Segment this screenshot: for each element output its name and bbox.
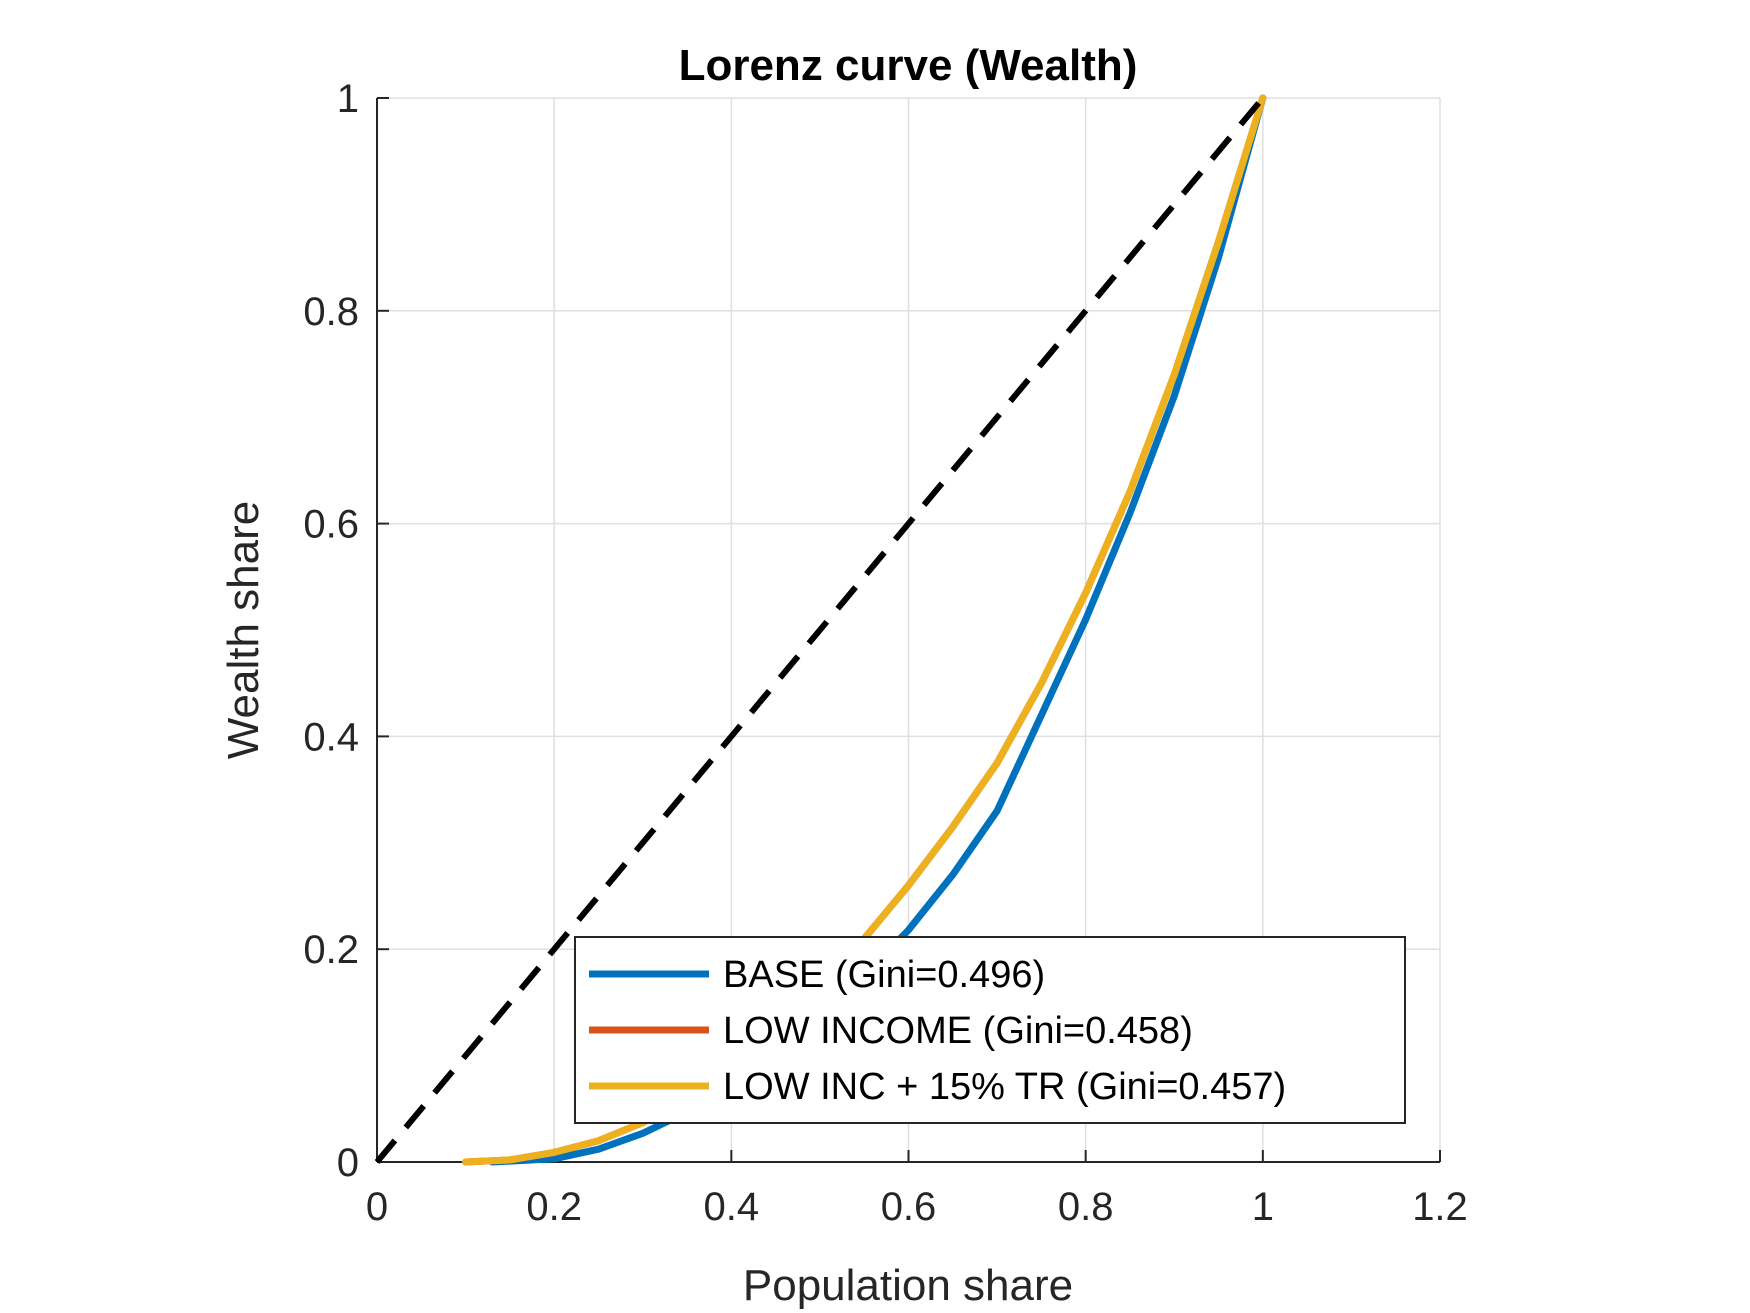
legend-label-2: LOW INCOME (Gini=0.458) [723,1010,1193,1052]
chart-title: Lorenz curve (Wealth) [679,41,1138,90]
y-tick-label: 0.4 [303,715,359,759]
y-tick-label: 1 [337,77,359,121]
equality-line [374,96,1266,1164]
y-tick-label: 0 [337,1141,359,1185]
x-tick-labels: 0 0.2 0.4 0.6 0.8 1 1.2 [366,1185,1468,1229]
legend: BASE (Gini=0.496) LOW INCOME (Gini=0.458)… [574,936,1406,1124]
x-tick-label: 1.2 [1412,1185,1468,1229]
legend-label-3: LOW INC + 15% TR (Gini=0.457) [723,1066,1286,1108]
legend-label-1: BASE (Gini=0.496) [723,954,1045,996]
x-tick-label: 0 [366,1185,388,1229]
x-tick-label: 0.6 [881,1185,937,1229]
x-tick-label: 0.8 [1058,1185,1114,1229]
y-tick-label: 0.2 [303,928,359,972]
x-tick-label: 0.4 [704,1185,760,1229]
x-tick-label: 1 [1252,1185,1274,1229]
y-tick-label: 0.6 [303,503,359,547]
x-tick-label: 0.2 [526,1185,582,1229]
x-axis-label: Population share [743,1261,1073,1310]
y-axis-label: Wealth share [219,501,268,759]
y-tick-label: 0.8 [303,290,359,334]
legend-box [574,936,1406,1124]
y-tick-labels: 0 0.2 0.4 0.6 0.8 1 [303,77,359,1185]
